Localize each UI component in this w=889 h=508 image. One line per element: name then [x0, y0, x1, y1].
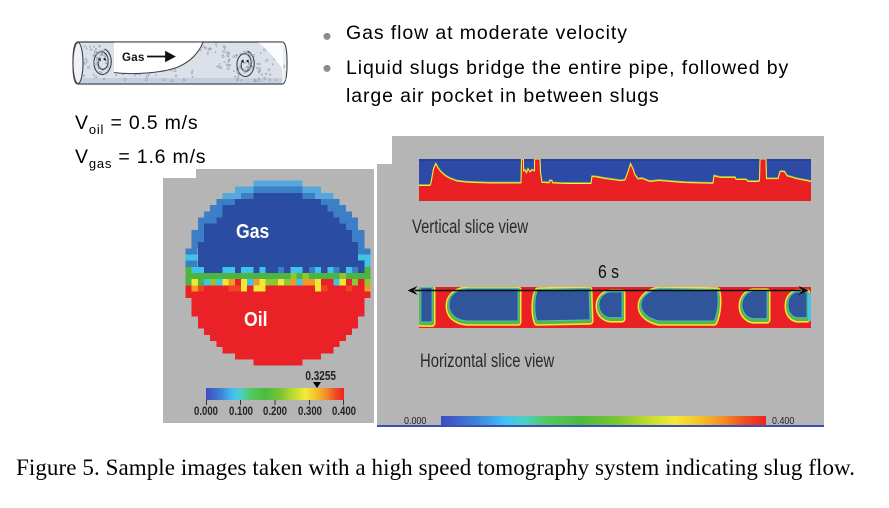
svg-text:Gas: Gas: [122, 52, 145, 64]
